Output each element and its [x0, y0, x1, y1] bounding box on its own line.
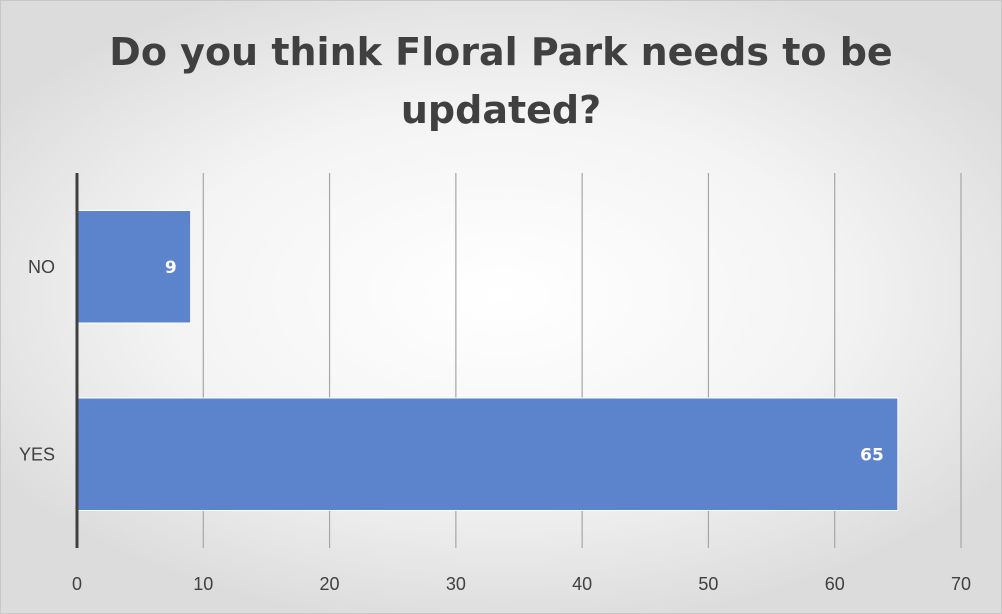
chart-title: Do you think Floral Park needs to be upd… — [109, 30, 893, 132]
x-tick-label-20: 20 — [320, 574, 340, 594]
x-tick-label-50: 50 — [698, 574, 718, 594]
bar-yes — [76, 397, 899, 511]
x-tick-label-0: 0 — [72, 574, 82, 594]
x-tick-label-10: 10 — [193, 574, 213, 594]
bar-no — [76, 210, 192, 324]
data-label-yes: 65 — [860, 445, 884, 465]
labels: 0 10 20 30 40 50 60 70 9 NO 65 YES — [19, 257, 971, 594]
category-label-no: NO — [28, 257, 55, 277]
x-tick-label-30: 30 — [446, 574, 466, 594]
x-tick-label-60: 60 — [825, 574, 845, 594]
data-label-no: 9 — [165, 258, 177, 278]
category-label-yes: YES — [19, 444, 55, 464]
x-tick-label-70: 70 — [951, 574, 971, 594]
x-tick-label-40: 40 — [572, 574, 592, 594]
bars — [76, 210, 899, 511]
